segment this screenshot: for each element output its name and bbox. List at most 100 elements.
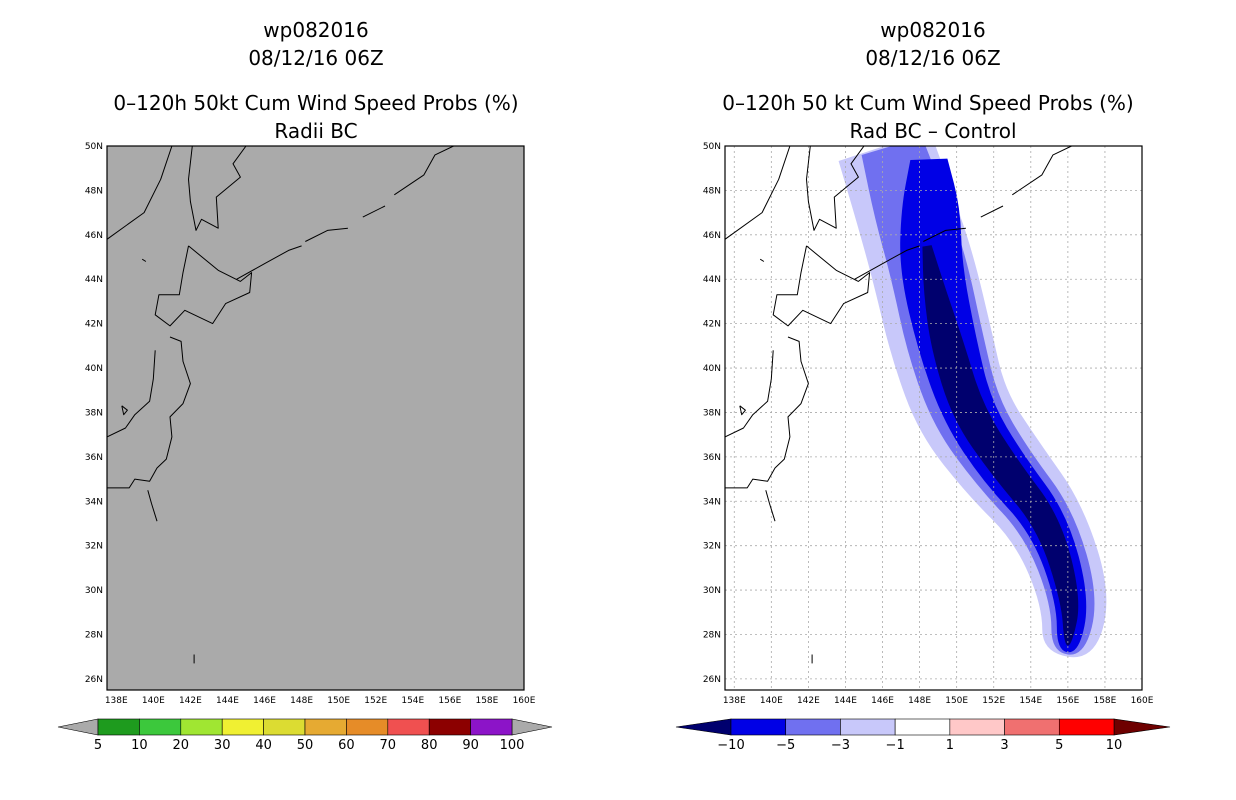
x-tick-label: 148E — [290, 696, 313, 706]
y-tick-label: 28N — [85, 630, 103, 640]
x-tick-label: 138E — [723, 696, 746, 706]
x-tick-label: 156E — [438, 696, 461, 706]
coastline — [141, 258, 147, 262]
coastline — [305, 227, 348, 242]
colorbar-low-end — [57, 718, 99, 736]
x-tick-label: 144E — [216, 696, 239, 706]
y-tick-label: 40N — [703, 364, 721, 374]
colorbar-label: 40 — [255, 738, 272, 753]
y-tick-label: 34N — [703, 497, 721, 507]
y-tick-label: 50N — [703, 142, 721, 152]
x-tick-label: 160E — [513, 696, 536, 706]
colorbar-swatch — [180, 718, 223, 736]
y-tick-label: 38N — [703, 408, 721, 418]
x-tick-label: 142E — [797, 696, 820, 706]
x-tick-label: 158E — [475, 696, 498, 706]
colorbar-label: 100 — [500, 738, 525, 753]
y-tick-label: 38N — [85, 408, 103, 418]
coastline — [739, 405, 746, 416]
coastline — [107, 146, 173, 240]
colorbar-swatch — [730, 718, 787, 736]
colorbar-label: 3 — [1000, 738, 1008, 753]
colorbar-label: 70 — [380, 738, 397, 753]
coastline — [854, 245, 920, 280]
coastline — [107, 336, 191, 489]
panel-0-background — [107, 146, 524, 690]
right-storm-id: wp082016 — [880, 18, 986, 42]
x-tick-label: 142E — [179, 696, 202, 706]
colorbar-label: 50 — [297, 738, 314, 753]
coastline — [188, 146, 247, 231]
panel-0-plot-area — [107, 146, 454, 664]
coastline — [1012, 146, 1072, 196]
colorbar-swatch — [387, 718, 430, 736]
x-tick-label: 138E — [105, 696, 128, 706]
panel-0-frame — [106, 145, 525, 691]
y-tick-label: 32N — [85, 542, 103, 552]
panel-1-plot-area — [725, 146, 1142, 690]
x-tick-label: 156E — [1056, 696, 1079, 706]
coastline — [759, 258, 765, 262]
colorbar-label: 10 — [131, 738, 148, 753]
y-tick-label: 26N — [85, 675, 103, 685]
coastline — [725, 350, 774, 438]
colorbar-label: 5 — [1055, 738, 1063, 753]
y-tick-label: 30N — [85, 586, 103, 596]
coastline — [362, 205, 386, 218]
colorbar-swatch — [139, 718, 182, 736]
coastline — [107, 350, 156, 438]
y-tick-label: 46N — [703, 231, 721, 241]
colorbar-label: −10 — [717, 738, 744, 753]
coastline — [154, 245, 253, 327]
panel-1-frame — [724, 145, 1143, 691]
coastline — [725, 146, 791, 240]
coastline — [725, 336, 809, 489]
right-chart-subtitle: Rad BC – Control — [849, 119, 1017, 143]
left-datetime: 08/12/16 06Z — [248, 46, 384, 70]
colorbar-swatch — [785, 718, 841, 736]
y-tick-label: 42N — [703, 320, 721, 330]
contour-band--10 — [922, 245, 1079, 646]
colorbar-swatch — [470, 718, 513, 736]
x-tick-label: 148E — [908, 696, 931, 706]
colorbar-label: 5 — [94, 738, 102, 753]
colorbar-swatch — [263, 718, 306, 736]
colorbar-low-end — [675, 718, 732, 736]
y-tick-label: 28N — [703, 630, 721, 640]
left-chart-subtitle: Radii BC — [274, 119, 358, 143]
coastline — [806, 146, 865, 231]
colorbar-high-end — [1113, 718, 1171, 736]
x-tick-label: 158E — [1093, 696, 1116, 706]
y-tick-label: 30N — [703, 586, 721, 596]
x-tick-label: 152E — [982, 696, 1005, 706]
colorbar-swatch — [221, 718, 264, 736]
x-tick-label: 140E — [142, 696, 165, 706]
coastline — [772, 245, 871, 327]
colorbar-swatch — [1004, 718, 1060, 736]
coastline — [394, 146, 454, 196]
colorbar-swatch — [346, 718, 389, 736]
y-tick-label: 42N — [85, 320, 103, 330]
left-storm-id: wp082016 — [263, 18, 369, 42]
y-tick-label: 44N — [85, 275, 103, 285]
y-tick-label: 40N — [85, 364, 103, 374]
colorbar-label: 1 — [946, 738, 954, 753]
coastline — [121, 405, 128, 416]
colorbar-swatch — [949, 718, 1005, 736]
x-tick-label: 140E — [760, 696, 783, 706]
x-tick-label: 146E — [871, 696, 894, 706]
y-tick-label: 48N — [85, 186, 103, 196]
colorbar-swatch — [1058, 718, 1115, 736]
colorbar-label: 90 — [462, 738, 479, 753]
y-tick-label: 36N — [85, 453, 103, 463]
y-tick-label: 36N — [703, 453, 721, 463]
y-tick-label: 48N — [703, 186, 721, 196]
x-tick-label: 150E — [327, 696, 350, 706]
colorbar-swatch — [428, 718, 471, 736]
x-tick-label: 144E — [834, 696, 857, 706]
colorbar-swatch — [894, 718, 951, 736]
x-tick-label: 154E — [401, 696, 424, 706]
y-tick-label: 44N — [703, 275, 721, 285]
colorbar-label: 30 — [214, 738, 231, 753]
colorbar-label: 60 — [338, 738, 355, 753]
